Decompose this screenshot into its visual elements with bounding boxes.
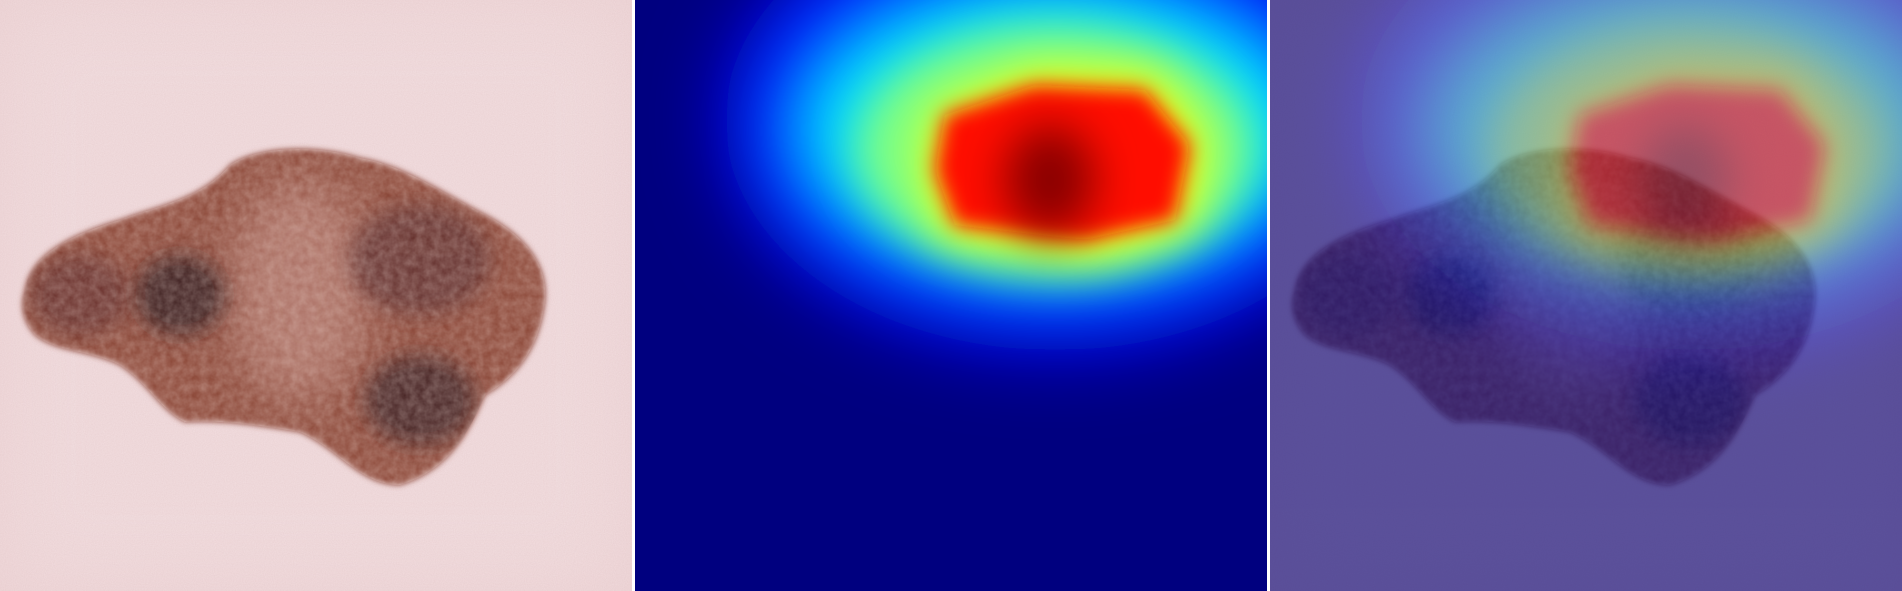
- original-panel: [0, 0, 632, 591]
- overlay-heatmap: [1270, 0, 1902, 591]
- original-image: [0, 0, 632, 591]
- overlay-panel: [1270, 0, 1902, 591]
